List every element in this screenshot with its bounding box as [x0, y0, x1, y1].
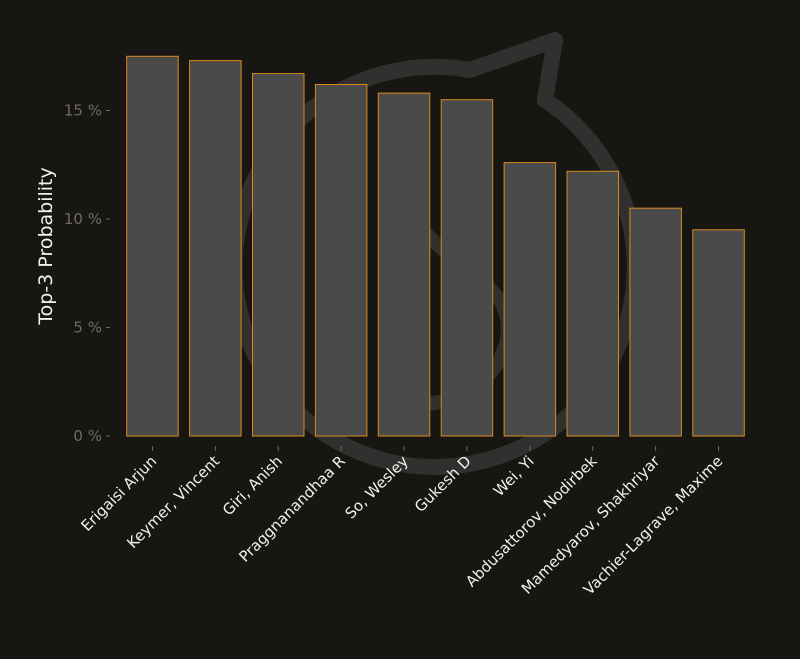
bar [629, 207, 682, 437]
y-tick-label: 10 % [64, 210, 102, 228]
bar [252, 73, 305, 437]
bar [566, 170, 619, 437]
bar [314, 84, 368, 437]
x-tick-label: Giri, Anish [219, 452, 286, 519]
bar [126, 55, 179, 437]
y-tick-label: 5 % [73, 319, 102, 337]
bar [692, 229, 745, 437]
x-tick-label: Abdusattorov, Nodirbek [462, 452, 601, 591]
bar-series [126, 55, 745, 437]
y-axis: 0 % 5 % 10 % 15 % [64, 102, 110, 445]
y-tick-label: 15 % [64, 102, 102, 120]
y-axis-title: Top-3 Probability [35, 167, 57, 325]
y-tick-label: 0 % [73, 427, 102, 445]
bar [440, 99, 494, 437]
bar [189, 60, 242, 437]
x-tick-label: Praggnanandhaa R [235, 452, 349, 566]
bar [377, 92, 431, 437]
bar [503, 162, 557, 437]
